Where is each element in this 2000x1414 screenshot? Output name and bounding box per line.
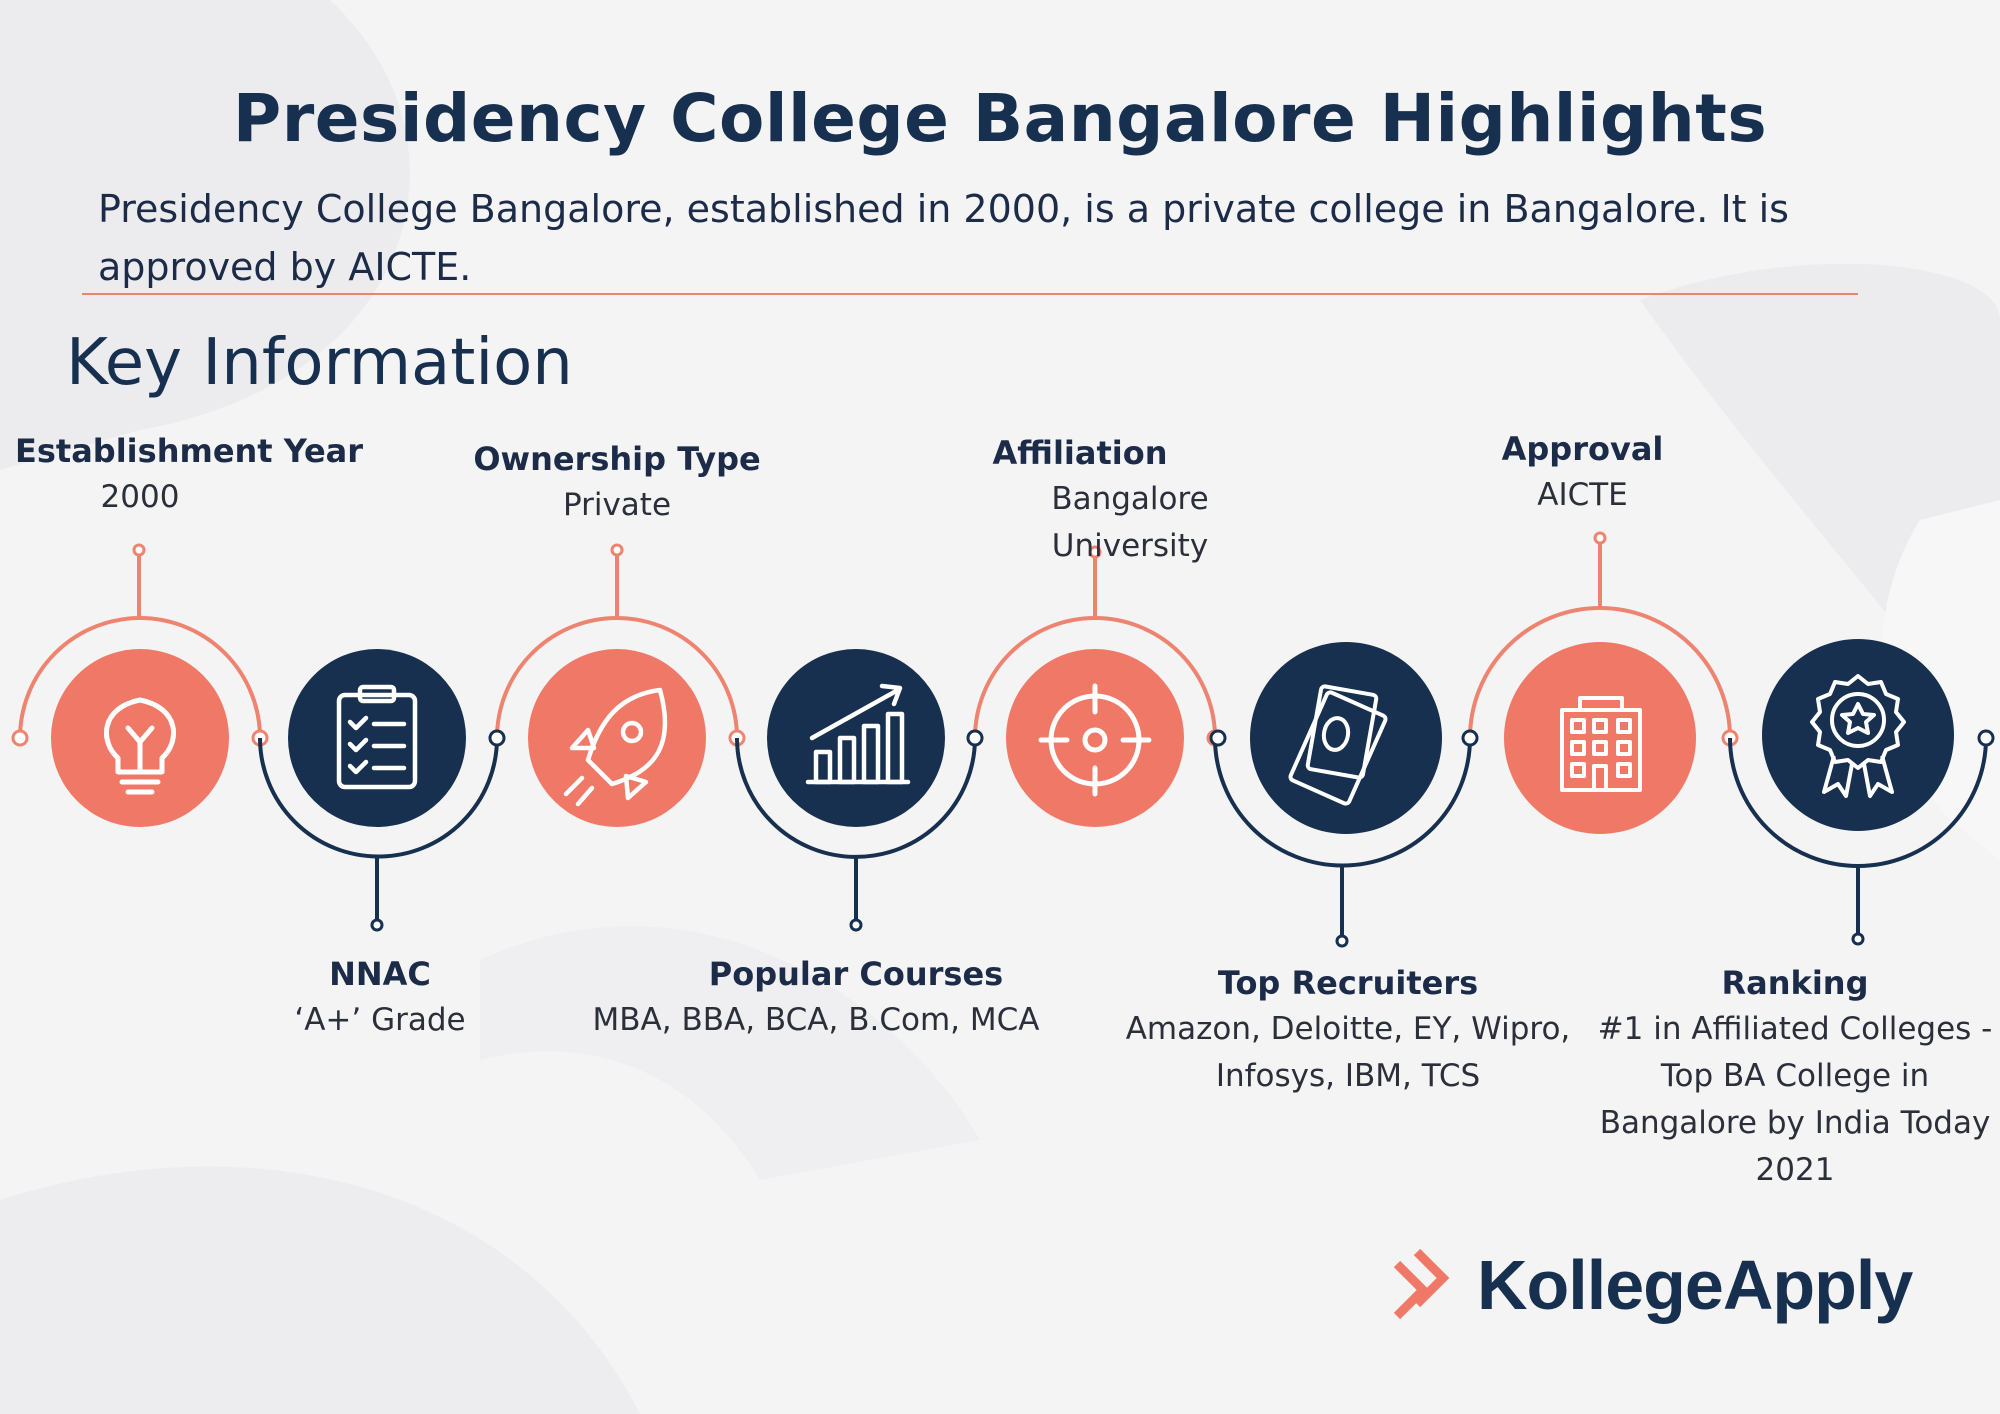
lightbulb-icon (103, 697, 177, 795)
item-value: Amazon, Deloitte, EY, Wipro, Infosys, IB… (1125, 1011, 1571, 1094)
circle-5 (1006, 649, 1184, 827)
item-label: Affiliation (992, 434, 1168, 472)
circle-3 (528, 649, 706, 827)
item-top-recruiters: Top Recruiters Amazon, Deloitte, EY, Wip… (1118, 964, 1578, 1100)
growth-chart-icon (805, 683, 911, 785)
circle-1 (51, 649, 229, 827)
building-icon (1560, 696, 1642, 792)
divider (82, 293, 1858, 295)
item-value: Private (562, 487, 672, 523)
item-approval: Approval AICTE (1465, 430, 1765, 519)
item-label: Popular Courses (708, 955, 1004, 993)
item-label: NNAC (329, 955, 431, 993)
item-affiliation: Affiliation Bangalore University (980, 434, 1280, 570)
item-popular-courses: Popular Courses MBA, BBA, BCA, B.Com, MC… (593, 955, 1136, 1044)
section-heading: Key Information (66, 326, 573, 400)
intro-paragraph: Presidency College Bangalore, establishe… (98, 187, 1789, 289)
item-value: 2000 (100, 479, 180, 515)
item-value: Bangalore University (1051, 481, 1209, 564)
item-value: AICTE (1537, 477, 1628, 513)
item-ranking: Ranking #1 in Affiliated Colleges - Top … (1590, 964, 2000, 1194)
brand-name: KollegeApply (1477, 1246, 1913, 1324)
kollegeapply-chevron-logo (1393, 1248, 1450, 1320)
money-icon (1288, 684, 1388, 806)
circle-8 (1762, 639, 1954, 831)
target-icon (1038, 683, 1152, 797)
circle-2 (288, 649, 466, 827)
page-title: Presidency College Bangalore Highlights (232, 80, 1768, 157)
item-value: MBA, BBA, BCA, B.Com, MCA (592, 1002, 1040, 1038)
checklist-icon (336, 684, 418, 790)
item-label: Top Recruiters (1217, 964, 1479, 1002)
item-label: Ranking (1721, 964, 1869, 1002)
rocket-icon (563, 687, 668, 807)
item-ownership-type: Ownership Type Private (457, 440, 777, 529)
circle-7 (1504, 642, 1696, 834)
item-nnac: NNAC ‘A+’ Grade (230, 955, 530, 1044)
item-value: ‘A+’ Grade (294, 1002, 466, 1038)
item-label: Approval (1501, 430, 1664, 468)
item-label: Establishment Year (15, 432, 364, 470)
item-label: Ownership Type (473, 440, 761, 478)
item-value: #1 in Affiliated Colleges - Top BA Colle… (1597, 1011, 1993, 1188)
item-establishment-year: Establishment Year 2000 (15, 432, 364, 521)
award-badge-icon (1810, 674, 1906, 798)
